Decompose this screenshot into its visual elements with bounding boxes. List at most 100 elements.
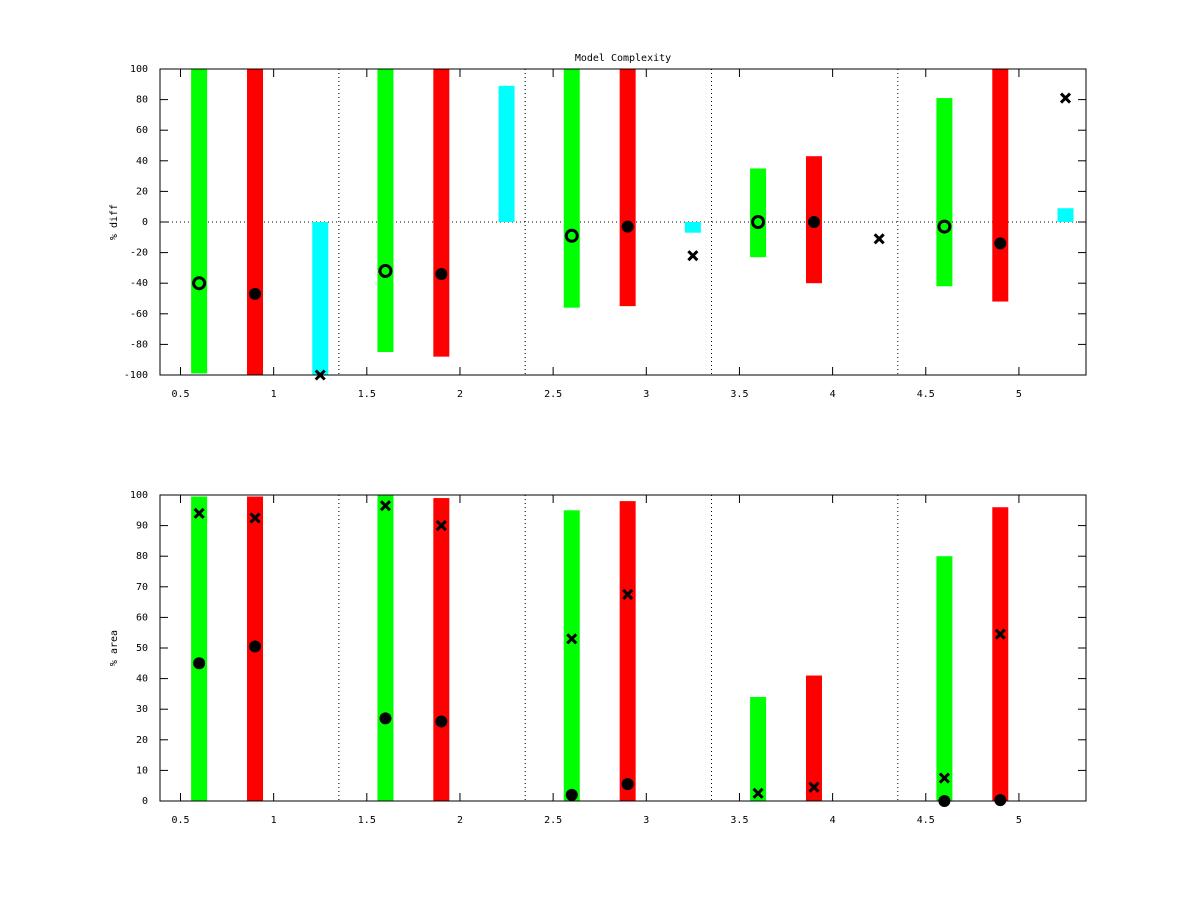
marker [687, 250, 699, 262]
bar [619, 501, 636, 801]
marker [751, 215, 766, 229]
plot-frame [159, 494, 1087, 802]
y-axis-label: % area [109, 630, 120, 666]
marker [937, 219, 952, 234]
x-tick-label: 5 [1016, 389, 1022, 400]
bar [312, 222, 329, 375]
marker [379, 500, 392, 512]
bar [992, 69, 1009, 302]
bar [563, 69, 580, 308]
x-tick-label: 4.5 [917, 815, 935, 826]
y-tick-label: 30 [136, 704, 148, 715]
marker [249, 512, 261, 524]
marker [564, 228, 579, 243]
bar [191, 69, 208, 374]
x-tick-label: 2.5 [544, 815, 562, 826]
y-tick-label: 100 [130, 490, 148, 501]
bar [992, 507, 1009, 801]
marker [622, 588, 634, 601]
marker [435, 520, 447, 532]
y-axis-label: % diff [109, 204, 120, 240]
y-tick-label: 60 [136, 125, 148, 136]
bar [498, 85, 515, 222]
y-tick-label: 50 [136, 643, 148, 654]
bar [684, 222, 701, 233]
bar [936, 556, 953, 801]
bar [191, 496, 208, 801]
x-tick-label: 3 [643, 389, 649, 400]
x-tick-label: 0.5 [171, 389, 189, 400]
bar [433, 498, 450, 801]
marker [435, 268, 448, 281]
bar [377, 69, 394, 353]
marker [249, 640, 262, 653]
y-tick-label: -100 [124, 370, 148, 381]
y-tick-label: 100 [130, 64, 148, 75]
y-tick-label: 80 [136, 95, 148, 106]
x-tick-label: 3.5 [730, 389, 748, 400]
x-tick-label: 1 [271, 389, 277, 400]
y-tick-label: -80 [130, 339, 148, 350]
marker [994, 237, 1007, 250]
marker [752, 787, 764, 799]
x-tick-label: 0.5 [171, 815, 189, 826]
x-tick-label: 1.5 [358, 389, 376, 400]
marker [565, 788, 578, 801]
y-tick-label: 10 [136, 765, 148, 776]
x-tick-label: 1 [271, 815, 277, 826]
x-tick-label: 2.5 [544, 389, 562, 400]
bar [1057, 208, 1074, 222]
marker [378, 263, 393, 278]
y-tick-label: 20 [136, 186, 148, 197]
x-tick-label: 2 [457, 389, 463, 400]
x-tick-label: 4.5 [917, 389, 935, 400]
marker [994, 628, 1006, 640]
marker [1059, 92, 1072, 104]
bar [563, 510, 580, 801]
y-tick-label: 40 [136, 156, 148, 167]
plot-frame [159, 68, 1087, 376]
marker [621, 778, 634, 791]
marker [621, 220, 634, 233]
bar [247, 69, 264, 375]
x-tick-label: 1.5 [358, 815, 376, 826]
marker [192, 276, 207, 291]
bar [433, 69, 450, 357]
x-tick-label: 4 [830, 389, 836, 400]
bar [619, 69, 636, 307]
marker [807, 216, 820, 228]
y-tick-label: 80 [136, 551, 148, 562]
y-tick-label: 90 [136, 521, 148, 532]
y-tick-label: 20 [136, 735, 148, 746]
y-tick-label: -60 [130, 309, 148, 320]
marker [808, 781, 820, 793]
marker [249, 287, 262, 300]
y-tick-label: 0 [142, 796, 148, 807]
x-tick-label: 2 [457, 815, 463, 826]
marker [435, 715, 448, 728]
bar [805, 675, 822, 801]
y-tick-label: 70 [136, 582, 148, 593]
chart-title: Model Complexity [575, 53, 671, 64]
bar [750, 168, 767, 258]
x-tick-label: 3 [643, 815, 649, 826]
bar [936, 98, 953, 287]
bar [377, 495, 394, 801]
y-tick-label: 0 [142, 217, 148, 228]
y-tick-label: -40 [130, 278, 148, 289]
x-tick-label: 4 [830, 815, 836, 826]
marker [994, 794, 1007, 807]
bar [750, 696, 767, 801]
marker [566, 633, 578, 645]
marker [379, 712, 392, 725]
y-tick-label: 60 [136, 612, 148, 623]
y-tick-label: -20 [130, 248, 148, 259]
marker [193, 507, 205, 519]
y-tick-label: 40 [136, 674, 148, 685]
marker [938, 772, 950, 784]
marker [873, 233, 885, 245]
marker [193, 657, 206, 670]
x-tick-label: 5 [1016, 815, 1022, 826]
